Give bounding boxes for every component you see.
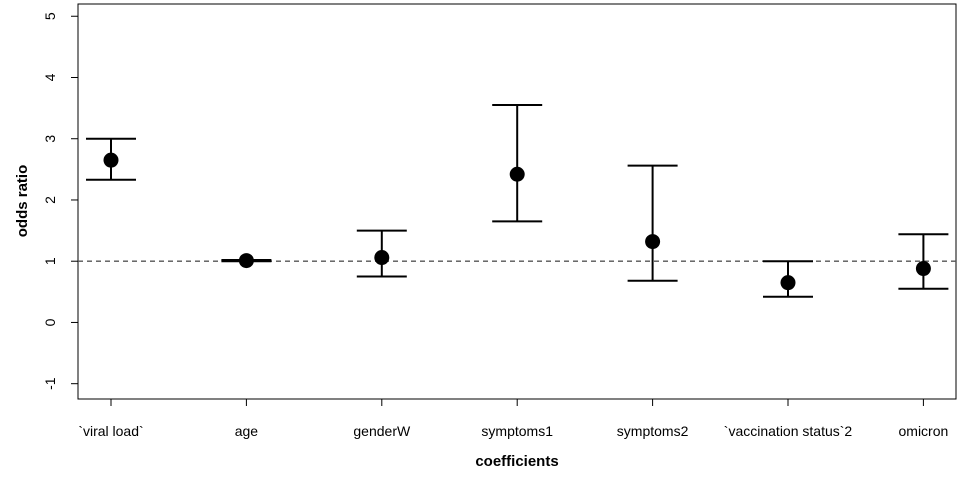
- estimate-point: [238, 253, 254, 269]
- estimate-point: [915, 261, 931, 277]
- error-bar: [492, 104, 543, 223]
- y-tick-label: 4: [42, 73, 58, 81]
- y-tick-label: 3: [42, 135, 58, 143]
- y-axis: -1 0 1 2 3 4 5: [42, 12, 79, 390]
- y-tick-label: 1: [42, 257, 58, 265]
- error-bar: [356, 229, 407, 278]
- estimate-point: [103, 152, 119, 168]
- x-tick-label: symptoms1: [481, 423, 553, 439]
- x-tick-label: age: [235, 423, 259, 439]
- error-bar: [86, 137, 136, 181]
- x-tick-label: symptoms2: [617, 423, 689, 439]
- x-tick-label: `viral load`: [78, 423, 143, 439]
- x-axis-title: coefficients: [475, 453, 558, 470]
- error-bar: [898, 233, 949, 290]
- x-tick-label: omicron: [899, 423, 949, 439]
- x-axis: `viral load` age genderW symptoms1 symptoms2…: [78, 398, 949, 439]
- error-bar: [763, 260, 813, 298]
- estimate-point: [645, 234, 661, 250]
- y-tick-label: 0: [42, 318, 58, 326]
- x-tick-label: genderW: [353, 423, 411, 439]
- y-tick-label: -1: [42, 377, 58, 390]
- y-tick-label: 2: [42, 196, 58, 204]
- estimate-point: [374, 250, 390, 266]
- error-bar: [221, 253, 272, 269]
- estimate-point: [780, 275, 796, 291]
- estimate-point: [509, 166, 525, 182]
- y-tick-label: 5: [42, 12, 58, 20]
- error-bar: [627, 164, 678, 282]
- x-tick-label: `vaccination status`2: [724, 423, 853, 439]
- chart-marks: [86, 104, 949, 298]
- y-axis-title: odds ratio: [14, 165, 31, 238]
